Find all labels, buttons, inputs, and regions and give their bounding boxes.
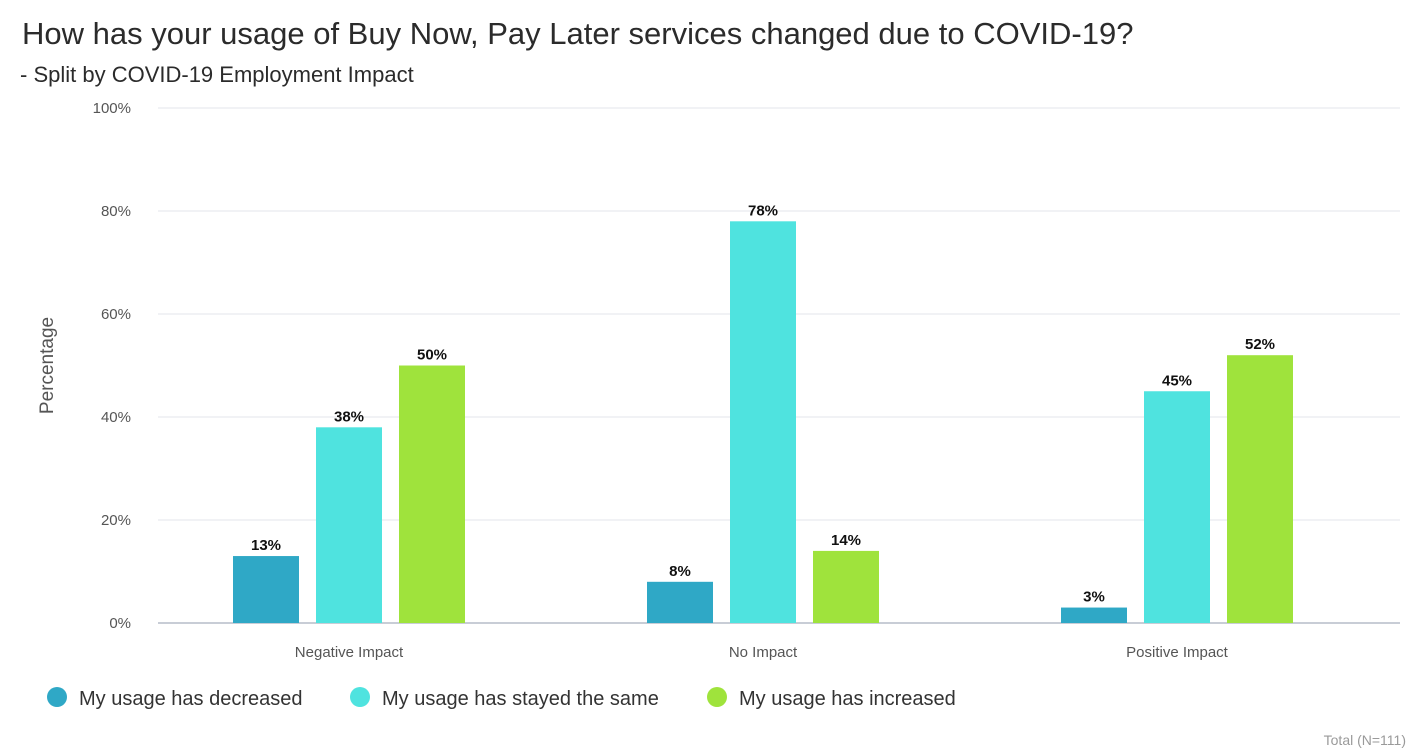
data-label: 38%: [334, 408, 364, 425]
y-tick-label: 40%: [101, 409, 131, 426]
y-tick-label: 80%: [101, 203, 131, 220]
bar: [1144, 391, 1210, 623]
y-tick-label: 100%: [93, 100, 131, 117]
x-tick-label: No Impact: [729, 644, 798, 661]
y-tick-label: 60%: [101, 306, 131, 323]
legend-label: My usage has decreased: [79, 688, 302, 710]
x-tick-label: Negative Impact: [295, 644, 404, 661]
bar: [730, 221, 796, 624]
x-tick-label: Positive Impact: [1126, 644, 1229, 661]
legend-swatch: [350, 687, 370, 707]
data-label: 78%: [748, 202, 778, 219]
bar: [647, 581, 713, 623]
bar: [316, 427, 382, 623]
data-label: 45%: [1162, 372, 1192, 389]
y-axis-title: Percentage: [37, 317, 58, 414]
y-tick-label: 0%: [109, 615, 131, 632]
data-label: 8%: [669, 563, 691, 580]
chart-subtitle: - Split by COVID-19 Employment Impact: [20, 62, 414, 87]
y-tick-label: 20%: [101, 512, 131, 529]
bar: [813, 550, 879, 623]
bar: [1227, 355, 1293, 623]
legend-label: My usage has increased: [739, 688, 956, 710]
data-label: 14%: [831, 532, 861, 549]
legend-swatch: [47, 687, 67, 707]
data-label: 50%: [417, 347, 447, 364]
data-label: 3%: [1083, 589, 1105, 606]
bar: [399, 365, 465, 623]
data-label: 52%: [1245, 336, 1275, 353]
chart-title: How has your usage of Buy Now, Pay Later…: [22, 16, 1134, 51]
legend-label: My usage has stayed the same: [382, 688, 659, 710]
bar: [1061, 607, 1127, 623]
bar: [233, 556, 299, 623]
data-label: 13%: [251, 537, 281, 554]
sample-size-note: Total (N=111): [1323, 732, 1406, 748]
legend-swatch: [707, 687, 727, 707]
